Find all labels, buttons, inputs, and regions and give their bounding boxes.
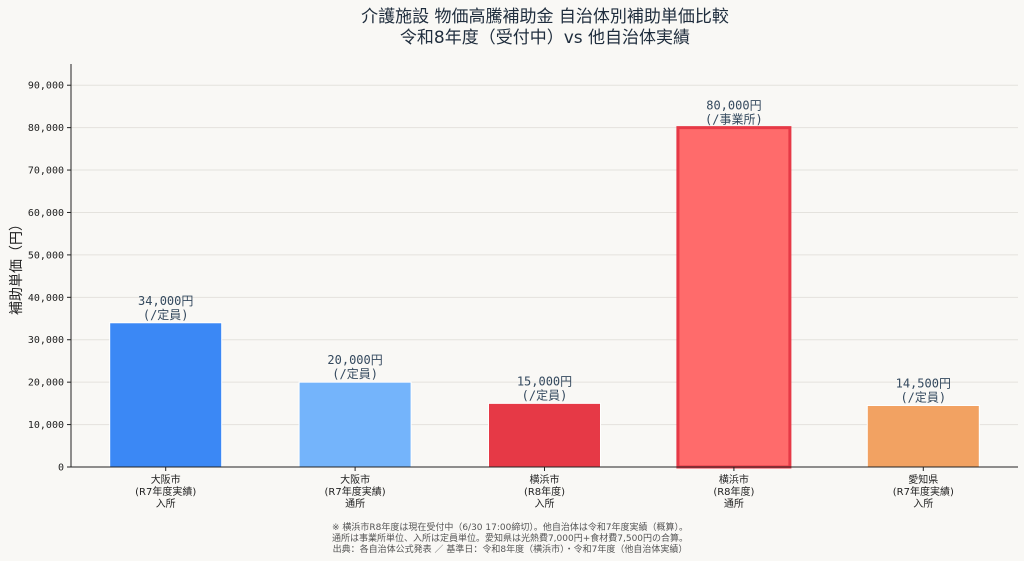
footnote-line-3: 出典：各自治体公式発表 ／ 基準日：令和8年度（横浜市）・令和7年度（他自治体実… — [333, 543, 688, 555]
data-label: 34,000円 — [138, 294, 193, 308]
y-tick-label: 30,000 — [28, 335, 64, 346]
data-label: 20,000円 — [327, 353, 382, 367]
data-labels: 34,000円(/定員)20,000円(/定員)15,000円(/定員)80,0… — [138, 99, 951, 405]
y-tick-label: 80,000 — [28, 123, 64, 134]
bar — [488, 402, 601, 468]
data-label: 14,500円 — [896, 376, 951, 390]
grid-lines — [71, 84, 1018, 426]
y-tick-label: 50,000 — [28, 250, 64, 261]
y-tick-label: 70,000 — [28, 166, 64, 177]
x-tick-label: 愛知県 — [908, 473, 938, 486]
data-label: 80,000円 — [706, 99, 761, 113]
data-label: (/定員) — [522, 387, 568, 402]
bar — [298, 381, 412, 468]
y-ticks: 0 10,000 20,000 30,000 40,000 50,000 60,000 70,… — [28, 81, 71, 474]
x-tick-label: 入所 — [535, 498, 555, 510]
x-tick-label: 大阪市 — [151, 473, 181, 486]
y-tick-label: 10,000 — [28, 420, 64, 431]
x-tick-label: 通所 — [724, 498, 744, 510]
y-axis-label: 補助単価（円） — [9, 217, 25, 315]
y-tick-label: 90,000 — [28, 81, 64, 92]
x-tick-label: (R8年度) — [713, 485, 754, 498]
data-label: (/定員) — [900, 389, 946, 404]
y-tick-label: 0 — [58, 463, 64, 474]
x-tick-label: 入所 — [913, 498, 933, 510]
bar — [866, 404, 980, 468]
x-tick-label: 横浜市 — [530, 473, 560, 486]
x-tick-label: 通所 — [345, 498, 365, 510]
chart-title-line-1: 介護施設 物価高騰補助金 自治体別補助単価比較 — [361, 7, 729, 27]
bar — [676, 126, 792, 469]
x-ticks: 大阪市(R7年度実績)入所大阪市(R7年度実績)通所横浜市(R8年度)入所横浜市… — [135, 467, 954, 510]
chart-title-line-2: 令和8年度（受付中）vs 他自治体実績 — [400, 28, 690, 48]
bars — [109, 126, 980, 469]
x-tick-label: (R7年度実績) — [135, 485, 196, 498]
data-label: (/定員) — [143, 307, 189, 322]
x-tick-label: 横浜市 — [719, 473, 749, 486]
x-tick-label: 大阪市 — [340, 473, 370, 486]
footnotes: ※ 横浜市R8年度は現在受付中（6/30 17:00締切）。他自治体は令和7年度… — [332, 521, 688, 555]
x-tick-label: (R8年度) — [524, 485, 565, 498]
x-tick-label: (R7年度実績) — [893, 485, 954, 498]
y-tick-label: 20,000 — [28, 378, 64, 389]
footnote-line-2: 通所は事業所単位、入所は定員単位。愛知県は光熱費7,000円+食材費7,500円… — [332, 532, 688, 544]
data-label: (/事業所) — [705, 113, 763, 127]
x-tick-label: (R7年度実績) — [325, 485, 386, 498]
y-tick-label: 40,000 — [28, 293, 64, 304]
data-label: (/定員) — [332, 366, 378, 381]
bar — [109, 322, 223, 468]
footnote-line-1: ※ 横浜市R8年度は現在受付中（6/30 17:00締切）。他自治体は令和7年度… — [332, 521, 688, 533]
x-tick-label: 入所 — [156, 498, 176, 510]
y-tick-label: 60,000 — [28, 208, 64, 219]
data-label: 15,000円 — [517, 374, 572, 388]
